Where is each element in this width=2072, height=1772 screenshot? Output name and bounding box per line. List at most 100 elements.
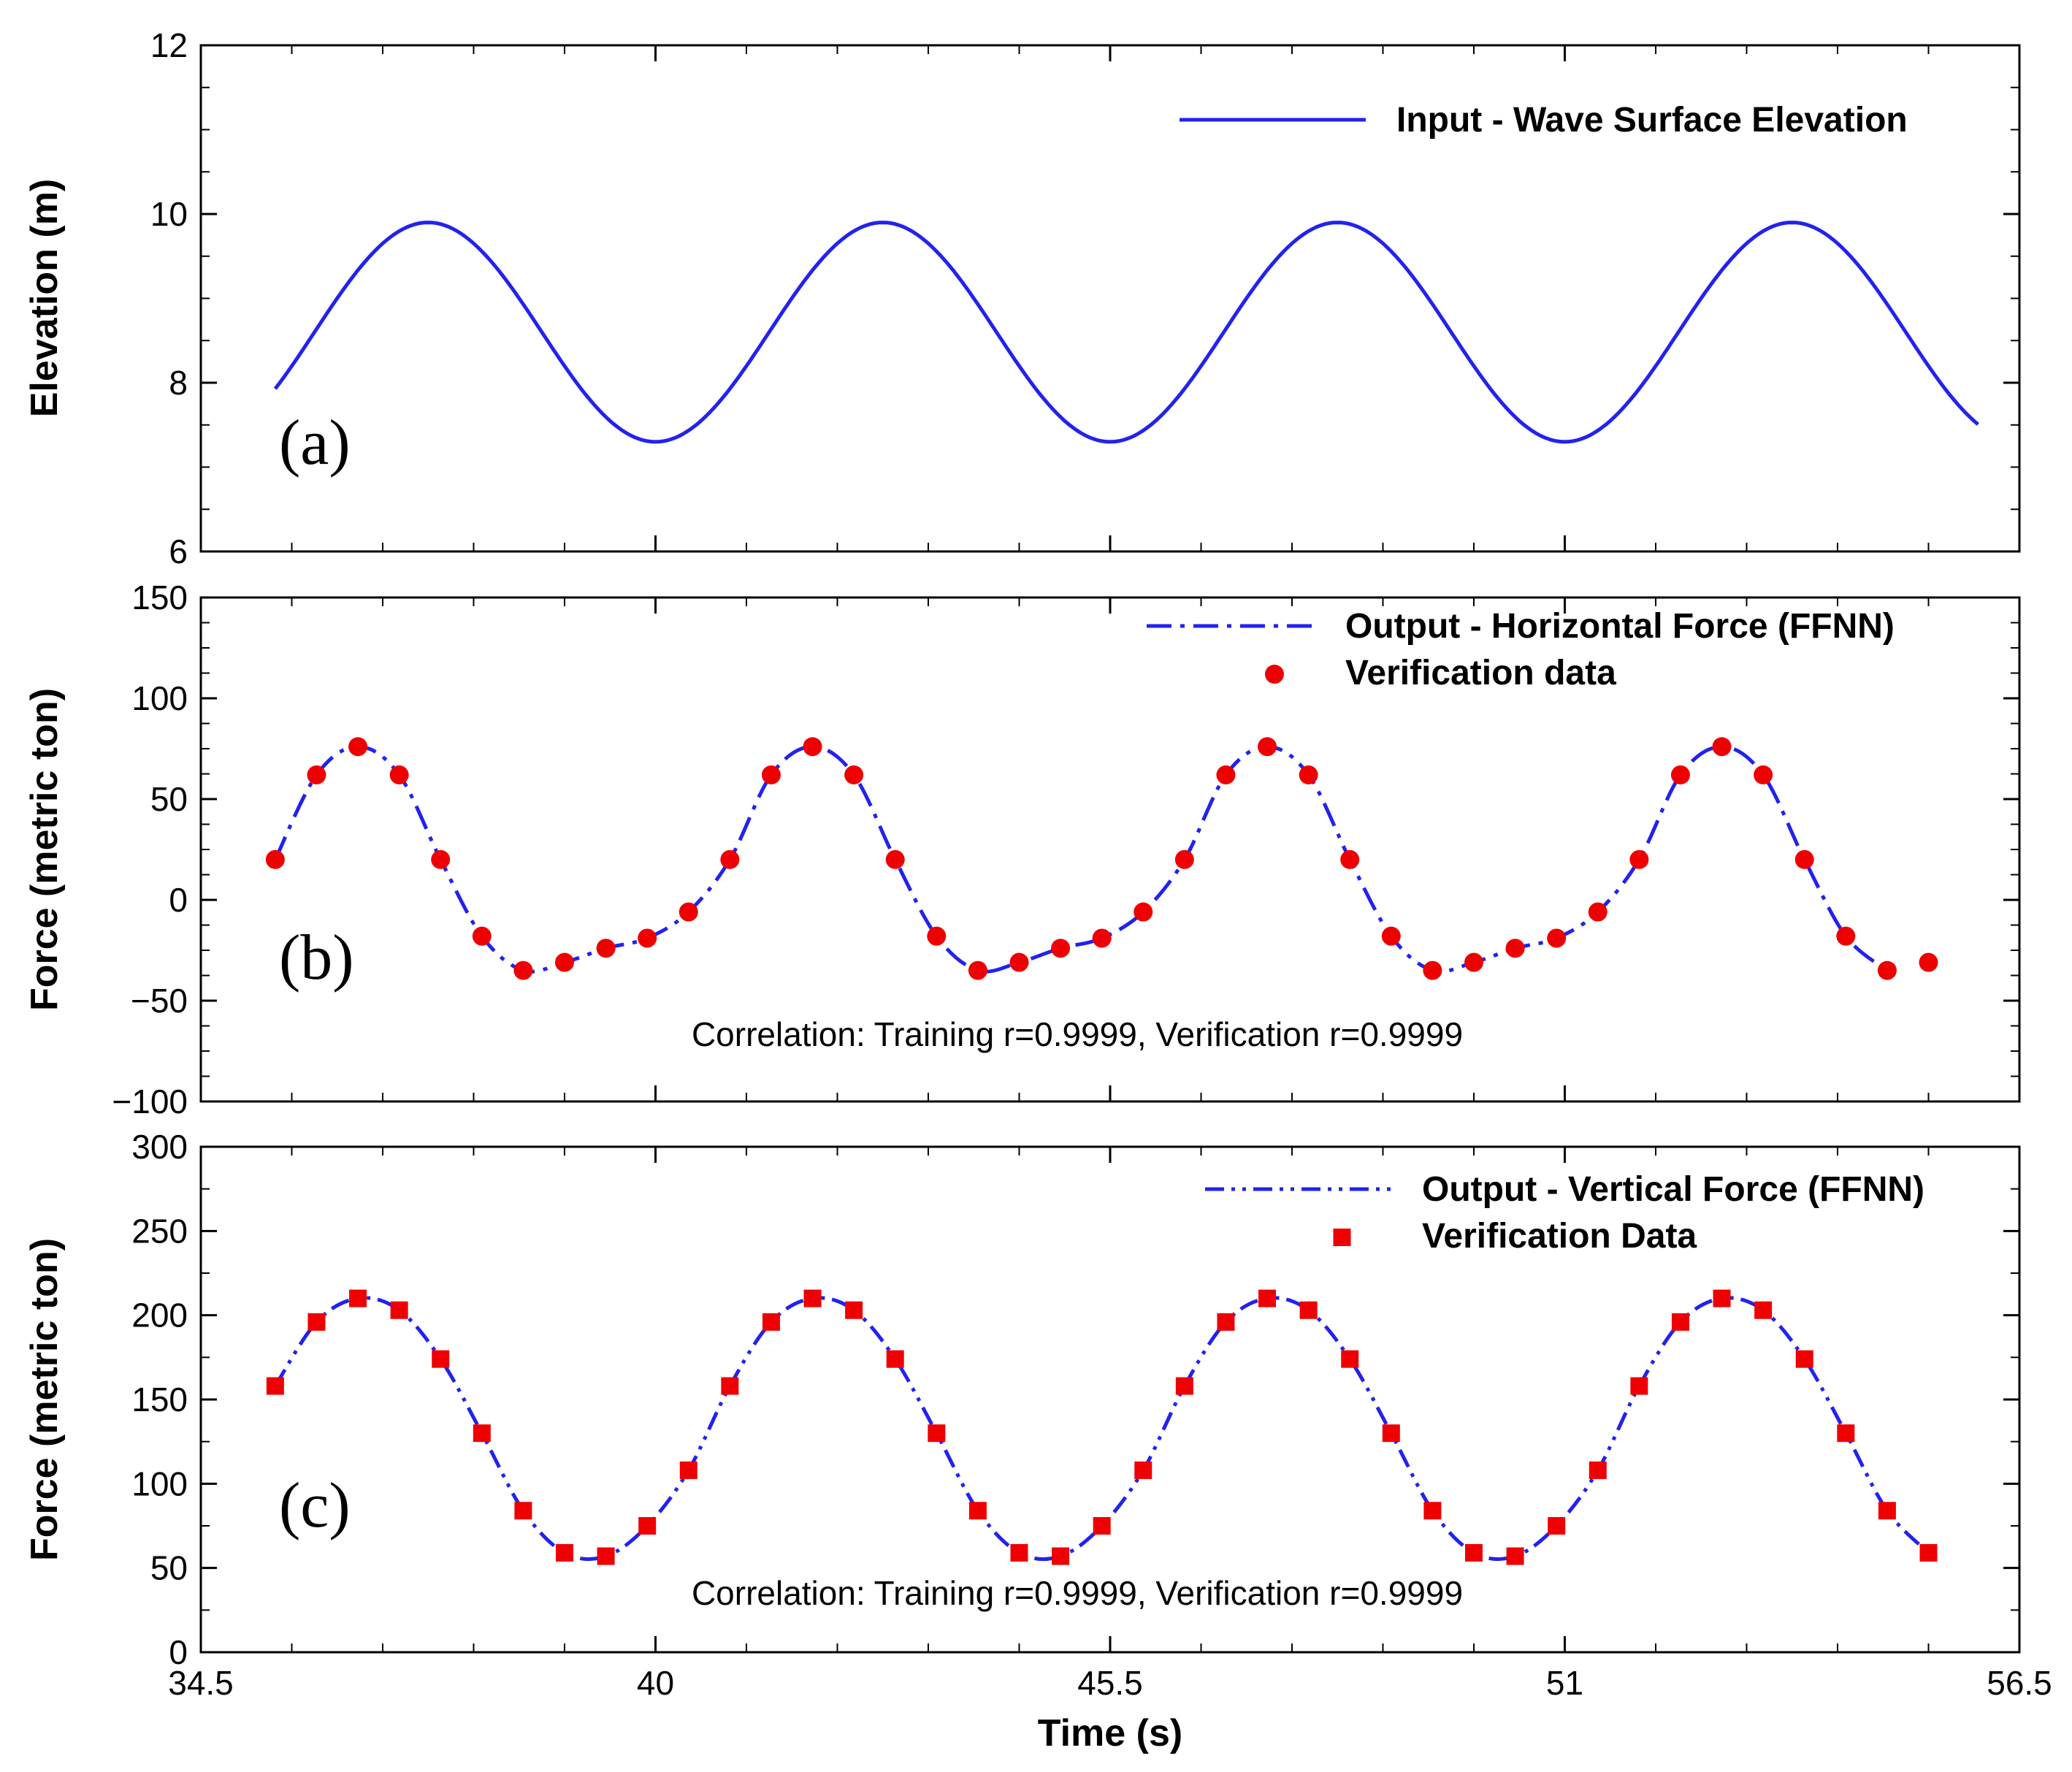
- verification-point: [885, 849, 905, 869]
- panel-3: 0 50 100 150 200 250 300 34.5 40 45.5 51 56.5 Time (…: [23, 1128, 2052, 1754]
- verification-point: [1009, 952, 1029, 972]
- verification-point: [845, 1301, 863, 1319]
- verification-point: [803, 1289, 822, 1307]
- correlation-annotation: Correlation: Training r=0.9999, Verifica…: [692, 1574, 1463, 1612]
- panel-2: −100 −50 0 50 100 150 Force (metric ton) (b) Cor…: [23, 578, 2021, 1120]
- y-tick-label: −50: [131, 982, 188, 1020]
- verification-point: [721, 1377, 739, 1395]
- verification-point: [1465, 1543, 1483, 1562]
- verification-point: [513, 961, 533, 980]
- verification-point: [1382, 1424, 1400, 1443]
- verification-point: [597, 1547, 615, 1565]
- verification-point: [1837, 1424, 1855, 1443]
- verification-point: [1506, 1547, 1524, 1565]
- y-axis-title: Elevation (m): [23, 179, 66, 418]
- verification-point: [968, 961, 987, 980]
- verification-point: [1175, 1377, 1193, 1395]
- verification-point: [1093, 1517, 1111, 1535]
- verification-point: [1589, 1461, 1607, 1479]
- y-axis-title: Force (metric ton): [23, 1238, 66, 1561]
- verification-point: [1092, 928, 1112, 948]
- verification-point: [1754, 1301, 1773, 1319]
- verification-point: [968, 1502, 987, 1520]
- verification-point: [679, 1461, 697, 1479]
- verification-point: [1174, 849, 1194, 869]
- verification-point: [1010, 1543, 1028, 1562]
- x-tick-label: 34.5: [168, 1664, 234, 1702]
- verification-point: [1671, 1313, 1689, 1331]
- verification-point: [1051, 939, 1071, 958]
- verification-point: [761, 765, 781, 784]
- correlation-annotation: Correlation: Training r=0.9999, Verifica…: [692, 1015, 1463, 1053]
- verification-point: [265, 849, 285, 869]
- y-axis-title: Force (metric ton): [23, 688, 66, 1011]
- verification-point: [1341, 1350, 1359, 1368]
- verification-point: [1258, 1289, 1277, 1307]
- x-tick-label: 45.5: [1077, 1664, 1143, 1702]
- y-tick-label: 250: [131, 1212, 188, 1250]
- verification-point: [844, 765, 864, 784]
- verification-point: [1217, 1313, 1235, 1331]
- legend-label: Input - Wave Surface Elevation: [1396, 101, 1908, 140]
- legend-marker-circle: [1265, 665, 1284, 684]
- elevation-line: [273, 221, 1980, 444]
- verification-point: [556, 1543, 573, 1562]
- y-tick-label: 10: [150, 195, 188, 233]
- verification-point: [472, 926, 492, 946]
- verification-point: [1134, 902, 1153, 922]
- y-tick-label: −100: [112, 1082, 188, 1120]
- verification-point: [1919, 1543, 1938, 1562]
- verification-point: [1878, 1502, 1896, 1520]
- verification-point: [1134, 1461, 1152, 1479]
- verification-point: [638, 1517, 657, 1535]
- verification-point: [1505, 939, 1525, 958]
- verification-point: [720, 849, 740, 869]
- verification-point: [638, 928, 657, 948]
- verification-point: [1052, 1547, 1070, 1565]
- verification-point: [928, 1424, 946, 1443]
- verification-point: [1216, 765, 1236, 784]
- y-tick-label: 12: [150, 26, 188, 64]
- verification-point: [1423, 961, 1442, 980]
- verification-point: [678, 902, 698, 922]
- verification-point: [432, 1350, 450, 1368]
- verification-point: [1712, 737, 1732, 757]
- verification-point: [886, 1350, 904, 1368]
- legend-marker-square: [1333, 1229, 1351, 1246]
- legend-label: Output - Vertical Force (FFNN): [1422, 1170, 1924, 1209]
- verification-point: [307, 1313, 326, 1331]
- y-tick-label: 0: [169, 881, 188, 919]
- verification-point: [514, 1502, 532, 1520]
- verification-point: [927, 926, 947, 946]
- verification-point: [1299, 1301, 1318, 1319]
- verification-point: [1877, 961, 1897, 980]
- y-tick-label: 100: [131, 1464, 188, 1502]
- x-axis-title: Time (s): [1038, 1712, 1182, 1754]
- verification-point: [307, 765, 326, 784]
- verification-point: [1919, 952, 1938, 972]
- verification-point: [1588, 902, 1607, 922]
- x-tick-label: 40: [637, 1664, 674, 1702]
- y-tick-label: 150: [131, 578, 188, 616]
- verification-point: [1629, 849, 1649, 869]
- verification-point: [762, 1313, 780, 1331]
- verification-point: [1340, 849, 1360, 869]
- x-tick-label: 56.5: [1987, 1664, 2052, 1702]
- verification-point: [1630, 1377, 1648, 1395]
- verification-point: [389, 765, 409, 784]
- verification-point: [266, 1377, 284, 1395]
- verification-point: [1299, 765, 1318, 784]
- y-tick-label: 150: [131, 1380, 188, 1418]
- y-tick-label: 300: [131, 1128, 188, 1166]
- y-tick-label: 50: [150, 780, 188, 818]
- verification-point: [1548, 1517, 1566, 1535]
- verification-point: [348, 737, 368, 757]
- y-tick-label: 8: [169, 364, 188, 402]
- verification-point: [1795, 1350, 1813, 1368]
- verification-point: [1423, 1502, 1442, 1520]
- verification-point: [390, 1301, 408, 1319]
- verification-point: [803, 737, 822, 757]
- y-tick-label: 50: [150, 1549, 188, 1587]
- x-tick-label: 51: [1546, 1664, 1583, 1702]
